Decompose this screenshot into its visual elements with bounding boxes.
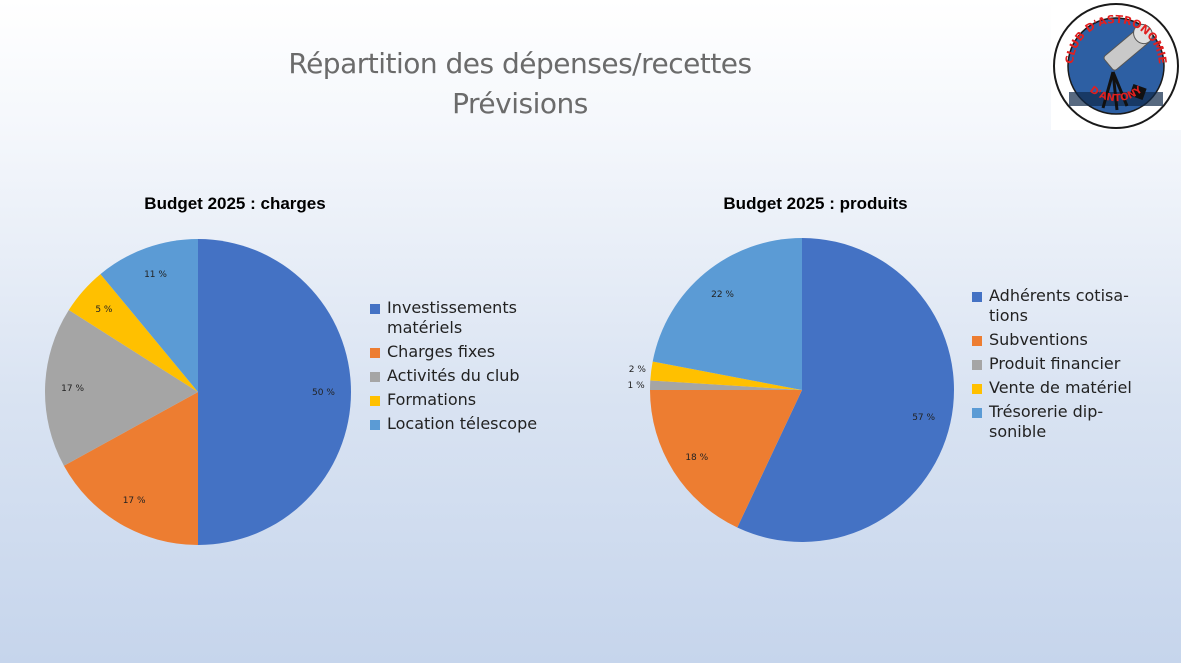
pie-slice-charges-2 [44, 310, 199, 466]
legend-item-produits-2: Produit financier [972, 354, 1172, 374]
legend-label-charges-2-0: Activités du club [387, 366, 520, 385]
legend-label-produits-0-0: Adhérents cotisa- [989, 286, 1129, 305]
legend-label-produits-4-0: Trésorerie dip- [989, 402, 1104, 421]
pie-slice-produits-0 [737, 238, 954, 542]
pie-slice-charges-3 [68, 274, 198, 392]
chart-title-produits: Budget 2025 : produits [723, 194, 908, 213]
pie-label-produits-4: 22 % [711, 290, 734, 300]
legend-swatch-produits-1 [972, 336, 982, 346]
pie-label-produits-1: 18 % [685, 453, 708, 463]
legend-item-charges-0: Investissements matériels [370, 298, 570, 338]
legend-item-charges-1: Charges fixes [370, 342, 570, 362]
pie-slice-produits-3 [650, 361, 802, 390]
legend-item-produits-1: Subventions [972, 330, 1172, 350]
legend-label-charges-1-0: Charges fixes [387, 342, 496, 361]
legend-swatch-charges-3 [370, 396, 380, 406]
legend-swatch-produits-4 [972, 408, 982, 418]
pie-slice-charges-1 [63, 392, 198, 545]
pie-label-produits-2: 1 % [628, 381, 646, 391]
pie-slice-charges-4 [100, 239, 198, 392]
legend-label-produits-4-1: sonible [989, 422, 1047, 441]
legend-label-charges-4-0: Location télescope [387, 414, 538, 433]
pie-label-produits-3: 2 % [629, 365, 647, 375]
pie-slice-produits-1 [650, 390, 802, 528]
legend-item-produits-3: Vente de matériel [972, 378, 1172, 398]
legend-label-produits-2-0: Produit financier [989, 354, 1121, 373]
club-logo-emblem: CLUB D'ASTRONOMIE D'ANTONY [1053, 3, 1179, 129]
legend-item-produits-4: Trésorerie dip-sonible [972, 402, 1172, 442]
telescope-icon [1101, 23, 1153, 111]
legend-swatch-charges-2 [370, 372, 380, 382]
legend-item-charges-3: Formations [370, 390, 570, 410]
legend-swatch-charges-0 [370, 304, 380, 314]
slide-title-line-2: Prévisions [452, 87, 588, 120]
pie-charges-svg: 50 % 17 % 17 % 5 % 11 % [44, 239, 351, 545]
slide-title-line-1: Répartition des dépenses/recettes [288, 47, 752, 80]
legend-label-charges-3-0: Formations [387, 390, 477, 409]
pie-label-charges-2: 17 % [61, 384, 84, 394]
chart-title-charges: Budget 2025 : charges [144, 194, 326, 213]
legend-swatch-charges-4 [370, 420, 380, 430]
legend-produits: Adhérents cotisa-tions Subventions Produit… [972, 286, 1172, 446]
legend-item-charges-2: Activités du club [370, 366, 570, 386]
pie-slice-produits-2 [650, 380, 802, 390]
legend-swatch-produits-2 [972, 360, 982, 370]
pie-label-charges-0: 50 % [312, 388, 335, 398]
pie-label-charges-1: 17 % [123, 496, 146, 506]
legend-label-produits-0-1: tions [989, 306, 1028, 325]
pie-chart-produits: 57 % 18 % 1 % 2 % 22 % Budget 2025 : produit… [610, 190, 1181, 570]
legend-label-charges-0-0: Investissements [387, 298, 517, 317]
pie-label-charges-3: 5 % [95, 305, 113, 315]
slide-title: Répartition des dépenses/recettes Prévis… [220, 44, 820, 124]
pie-produits-svg: 57 % 18 % 1 % 2 % 22 % [628, 238, 954, 542]
pie-label-produits-0: 57 % [912, 413, 935, 423]
legend-label-charges-0-1: matériels [387, 318, 463, 337]
legend-label-produits-3-0: Vente de matériel [989, 378, 1132, 397]
legend-swatch-charges-1 [370, 348, 380, 358]
legend-swatch-produits-3 [972, 384, 982, 394]
pie-slice-charges-0 [198, 239, 351, 545]
legend-item-charges-4: Location télescope [370, 414, 570, 434]
legend-swatch-produits-0 [972, 292, 982, 302]
legend-label-produits-1-0: Subventions [989, 330, 1088, 349]
club-logo: CLUB D'ASTRONOMIE D'ANTONY [1051, 0, 1181, 130]
pie-slice-produits-4 [652, 238, 802, 390]
legend-charges: Investissements matériels Charges fixes Act… [370, 298, 570, 438]
pie-chart-charges: 50 % 17 % 17 % 5 % 11 % Budget 2025 : charge… [30, 190, 600, 570]
legend-item-produits-0: Adhérents cotisa-tions [972, 286, 1172, 326]
pie-label-charges-4: 11 % [144, 270, 167, 280]
